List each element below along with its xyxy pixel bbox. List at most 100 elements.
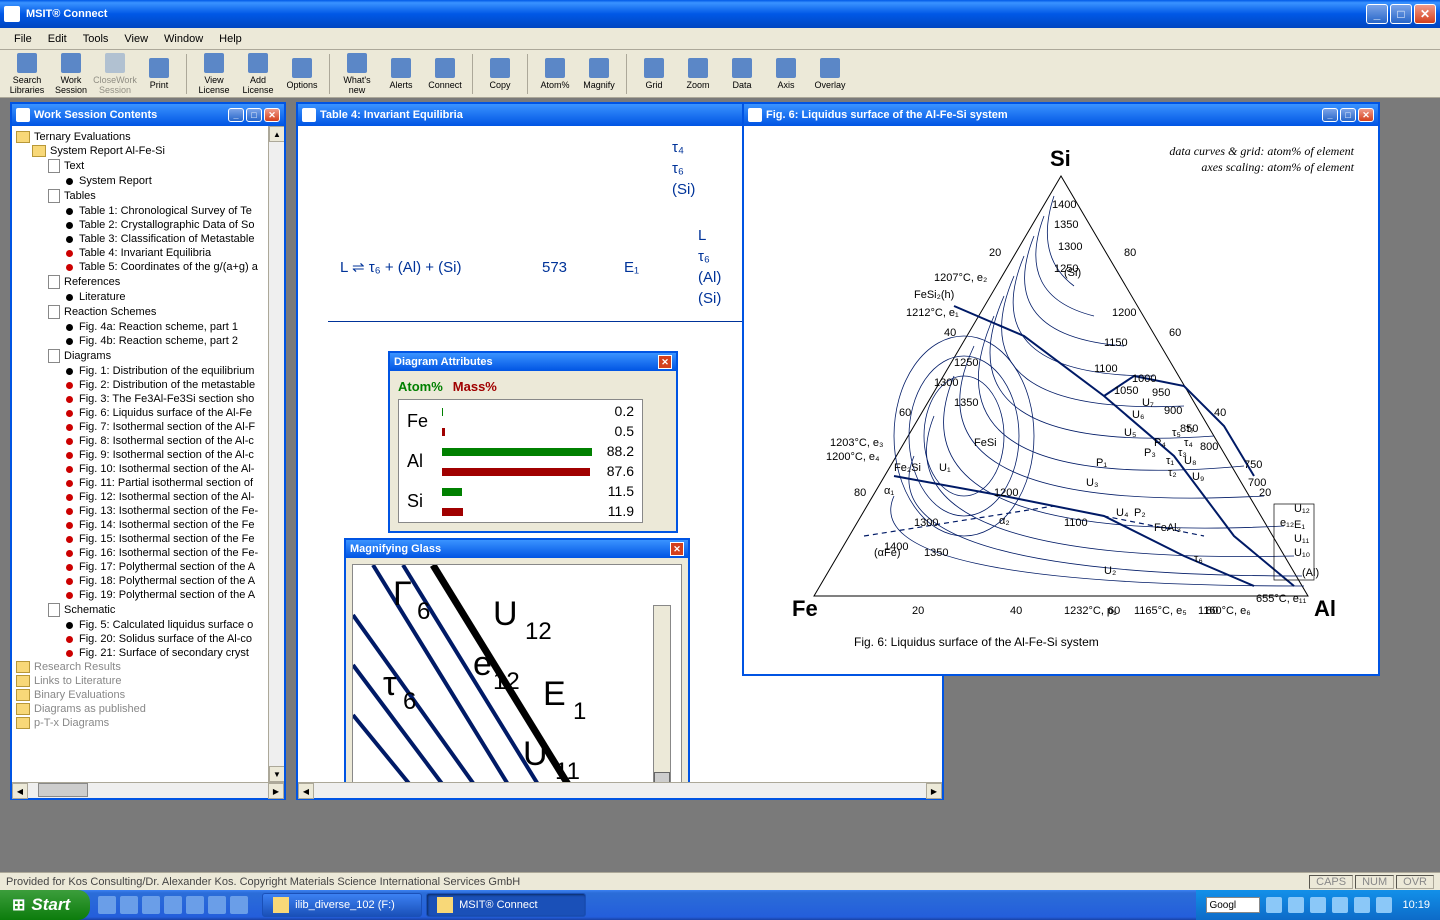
tree-node[interactable]: Table 4: Invariant Equilibria (16, 246, 264, 260)
tree-node[interactable]: Binary Evaluations (16, 688, 264, 702)
toolbar-atom-[interactable]: Atom% (534, 52, 576, 96)
tray-icon[interactable] (1354, 897, 1370, 913)
toolbar-zoom[interactable]: Zoom (677, 52, 719, 96)
tree-node[interactable]: System Report (16, 174, 264, 188)
tree-node[interactable]: Links to Literature (16, 674, 264, 688)
toolbar-overlay[interactable]: Overlay (809, 52, 851, 96)
child-maximize-button[interactable]: □ (246, 108, 262, 122)
toolbar-grid[interactable]: Grid (633, 52, 675, 96)
toolbar-print[interactable]: Print (138, 52, 180, 96)
qlaunch-icon[interactable] (230, 896, 248, 914)
taskbar-task[interactable]: MSIT® Connect (426, 893, 586, 917)
tree-node[interactable]: Table 5: Coordinates of the g/(a+g) a (16, 260, 264, 274)
magnifier-titlebar[interactable]: Magnifying Glass ✕ (346, 540, 688, 558)
qlaunch-icon[interactable] (120, 896, 138, 914)
toolbar-connect[interactable]: Connect (424, 52, 466, 96)
qlaunch-icon[interactable] (186, 896, 204, 914)
qlaunch-icon[interactable] (208, 896, 226, 914)
tree-node[interactable]: Text (16, 158, 264, 174)
tree-node[interactable]: Schematic (16, 602, 264, 618)
toolbar-search-libraries[interactable]: Search Libraries (6, 52, 48, 96)
tree-node[interactable]: Fig. 4b: Reaction scheme, part 2 (16, 334, 264, 348)
tree-node[interactable]: Fig. 5: Calculated liquidus surface o (16, 618, 264, 632)
work-session-titlebar[interactable]: Work Session Contents _ □ ✕ (12, 104, 284, 126)
tree-node[interactable]: Literature (16, 290, 264, 304)
tree-node[interactable]: Fig. 11: Partial isothermal section of (16, 476, 264, 490)
tree-node[interactable]: Fig. 7: Isothermal section of the Al-F (16, 420, 264, 434)
fig6-diagram[interactable]: data curves & grid: atom% of element axe… (754, 136, 1368, 674)
toolbar-what-s-new[interactable]: What's new (336, 52, 378, 96)
tree-node[interactable]: Fig. 4a: Reaction scheme, part 1 (16, 320, 264, 334)
tree-node[interactable]: Fig. 8: Isothermal section of the Al-c (16, 434, 264, 448)
tree-node[interactable]: Fig. 17: Polythermal section of the A (16, 560, 264, 574)
tray-icon[interactable] (1332, 897, 1348, 913)
tree-node[interactable]: Diagrams as published (16, 702, 264, 716)
tree-node[interactable]: Reaction Schemes (16, 304, 264, 320)
child-maximize-button[interactable]: □ (1340, 108, 1356, 122)
fig6-titlebar[interactable]: Fig. 6: Liquidus surface of the Al-Fe-Si… (744, 104, 1378, 126)
toolbar-data[interactable]: Data (721, 52, 763, 96)
tree-node[interactable]: System Report Al-Fe-Si (16, 144, 264, 158)
tree-node[interactable]: Table 2: Crystallographic Data of So (16, 218, 264, 232)
horizontal-scrollbar[interactable]: ◀▶ (12, 782, 284, 798)
search-box[interactable] (1206, 897, 1260, 913)
tree-node[interactable]: Fig. 10: Isothermal section of the Al- (16, 462, 264, 476)
tray-icon[interactable] (1288, 897, 1304, 913)
tray-icon[interactable] (1310, 897, 1326, 913)
toolbar-alerts[interactable]: Alerts (380, 52, 422, 96)
magnifier-zoom-slider[interactable] (653, 605, 671, 782)
tree-node[interactable]: Fig. 2: Distribution of the metastable (16, 378, 264, 392)
child-minimize-button[interactable]: _ (1322, 108, 1338, 122)
menu-help[interactable]: Help (211, 31, 250, 47)
toolbar-copy[interactable]: Copy (479, 52, 521, 96)
menu-edit[interactable]: Edit (40, 31, 75, 47)
menu-window[interactable]: Window (156, 31, 211, 47)
tree-node[interactable]: Fig. 13: Isothermal section of the Fe- (16, 504, 264, 518)
qlaunch-icon[interactable] (142, 896, 160, 914)
tree-node[interactable]: Fig. 9: Isothermal section of the Al-c (16, 448, 264, 462)
tree-node[interactable]: Table 3: Classification of Metastable (16, 232, 264, 246)
toolbar-magnify[interactable]: Magnify (578, 52, 620, 96)
diagram-attributes-titlebar[interactable]: Diagram Attributes ✕ (390, 353, 676, 371)
tree-node[interactable]: Fig. 14: Isothermal section of the Fe (16, 518, 264, 532)
tree-node[interactable]: Table 1: Chronological Survey of Te (16, 204, 264, 218)
menu-view[interactable]: View (116, 31, 156, 47)
tree-node[interactable]: Fig. 12: Isothermal section of the Al- (16, 490, 264, 504)
vertical-scrollbar[interactable]: ▲▼ (268, 126, 284, 782)
tree-node[interactable]: Research Results (16, 660, 264, 674)
menu-tools[interactable]: Tools (75, 31, 117, 47)
close-button[interactable]: ✕ (1414, 4, 1436, 24)
menu-file[interactable]: File (6, 31, 40, 47)
tree-node[interactable]: Fig. 19: Polythermal section of the A (16, 588, 264, 602)
tray-icon[interactable] (1266, 897, 1282, 913)
tree-node[interactable]: Tables (16, 188, 264, 204)
tree-node[interactable]: Fig. 15: Isothermal section of the Fe (16, 532, 264, 546)
toolbar-add-license[interactable]: Add License (237, 52, 279, 96)
qlaunch-icon[interactable] (164, 896, 182, 914)
toolbar-view-license[interactable]: View License (193, 52, 235, 96)
tree-node[interactable]: Fig. 3: The Fe3Al-Fe3Si section sho (16, 392, 264, 406)
taskbar-task[interactable]: ilib_diverse_102 (F:) (262, 893, 422, 917)
toolbar-work-session[interactable]: Work Session (50, 52, 92, 96)
horizontal-scrollbar[interactable]: ◀▶ (298, 782, 942, 798)
panel-close-button[interactable]: ✕ (658, 355, 672, 369)
tree-node[interactable]: Fig. 1: Distribution of the equilibrium (16, 364, 264, 378)
tree-node[interactable]: Fig. 21: Surface of secondary cryst (16, 646, 264, 660)
tray-icon[interactable] (1376, 897, 1392, 913)
start-button[interactable]: Start (0, 890, 90, 920)
panel-close-button[interactable]: ✕ (670, 542, 684, 556)
tree-node[interactable]: References (16, 274, 264, 290)
toolbar-axis[interactable]: Axis (765, 52, 807, 96)
qlaunch-icon[interactable] (98, 896, 116, 914)
tree-node[interactable]: Fig. 20: Solidus surface of the Al-co (16, 632, 264, 646)
child-minimize-button[interactable]: _ (228, 108, 244, 122)
tree-node[interactable]: Ternary Evaluations (16, 130, 264, 144)
minimize-button[interactable]: _ (1366, 4, 1388, 24)
tree-node[interactable]: Fig. 16: Isothermal section of the Fe- (16, 546, 264, 560)
tree-node[interactable]: p-T-x Diagrams (16, 716, 264, 730)
tree-node[interactable]: Fig. 18: Polythermal section of the A (16, 574, 264, 588)
tree-node[interactable]: Fig. 6: Liquidus surface of the Al-Fe (16, 406, 264, 420)
tree-node[interactable]: Diagrams (16, 348, 264, 364)
child-close-button[interactable]: ✕ (264, 108, 280, 122)
child-close-button[interactable]: ✕ (1358, 108, 1374, 122)
